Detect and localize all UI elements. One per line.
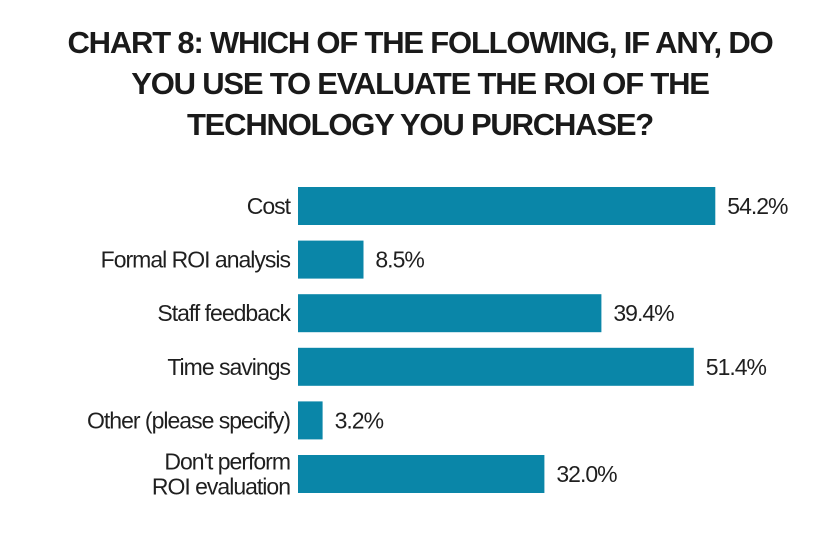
category-label-0: Cost [247,193,292,219]
category-label-4-line-0: Other (please specify) [87,407,290,433]
value-label-2: 39.4% [613,300,674,326]
category-label-4: Other (please specify) [87,407,290,433]
value-label-0: 54.2% [727,193,788,219]
bar-0 [298,187,716,225]
value-label-3: 51.4% [706,354,767,380]
category-label-1: Formal ROI analysis [101,247,291,273]
chart-title-line-3: TECHNOLOGY YOU PURCHASE? [186,107,654,142]
chart-title-block: CHART 8: WHICH OF THE FOLLOWING, IF ANY,… [0,22,840,145]
chart-title-line-1: CHART 8: WHICH OF THE FOLLOWING, IF ANY,… [67,25,774,60]
bar-2 [298,294,602,333]
category-label-3: Time savings [167,354,290,380]
bar-3 [298,347,694,386]
bar-5 [298,455,545,493]
chart-title-line-2: YOU USE TO EVALUATE THE ROI OF THE [131,66,710,101]
category-label-0-line-0: Cost [247,193,292,219]
chart-title: CHART 8: WHICH OF THE FOLLOWING, IF ANY,… [0,22,840,145]
value-label-4: 3.2% [335,407,384,433]
category-label-2: Staff feedback [157,300,291,326]
category-label-5-line-1: ROI evaluation [152,474,290,500]
bar-1 [298,240,364,279]
value-label-1: 8.5% [375,247,424,273]
category-label-2-line-0: Staff feedback [157,300,291,326]
category-label-3-line-0: Time savings [167,354,290,380]
category-label-5-line-0: Don't perform [164,449,290,475]
category-label-1-line-0: Formal ROI analysis [101,247,291,273]
category-label-5: Don't perform ROI evaluation [152,449,290,500]
value-label-5: 32.0% [556,461,617,487]
bar-4 [298,401,323,440]
